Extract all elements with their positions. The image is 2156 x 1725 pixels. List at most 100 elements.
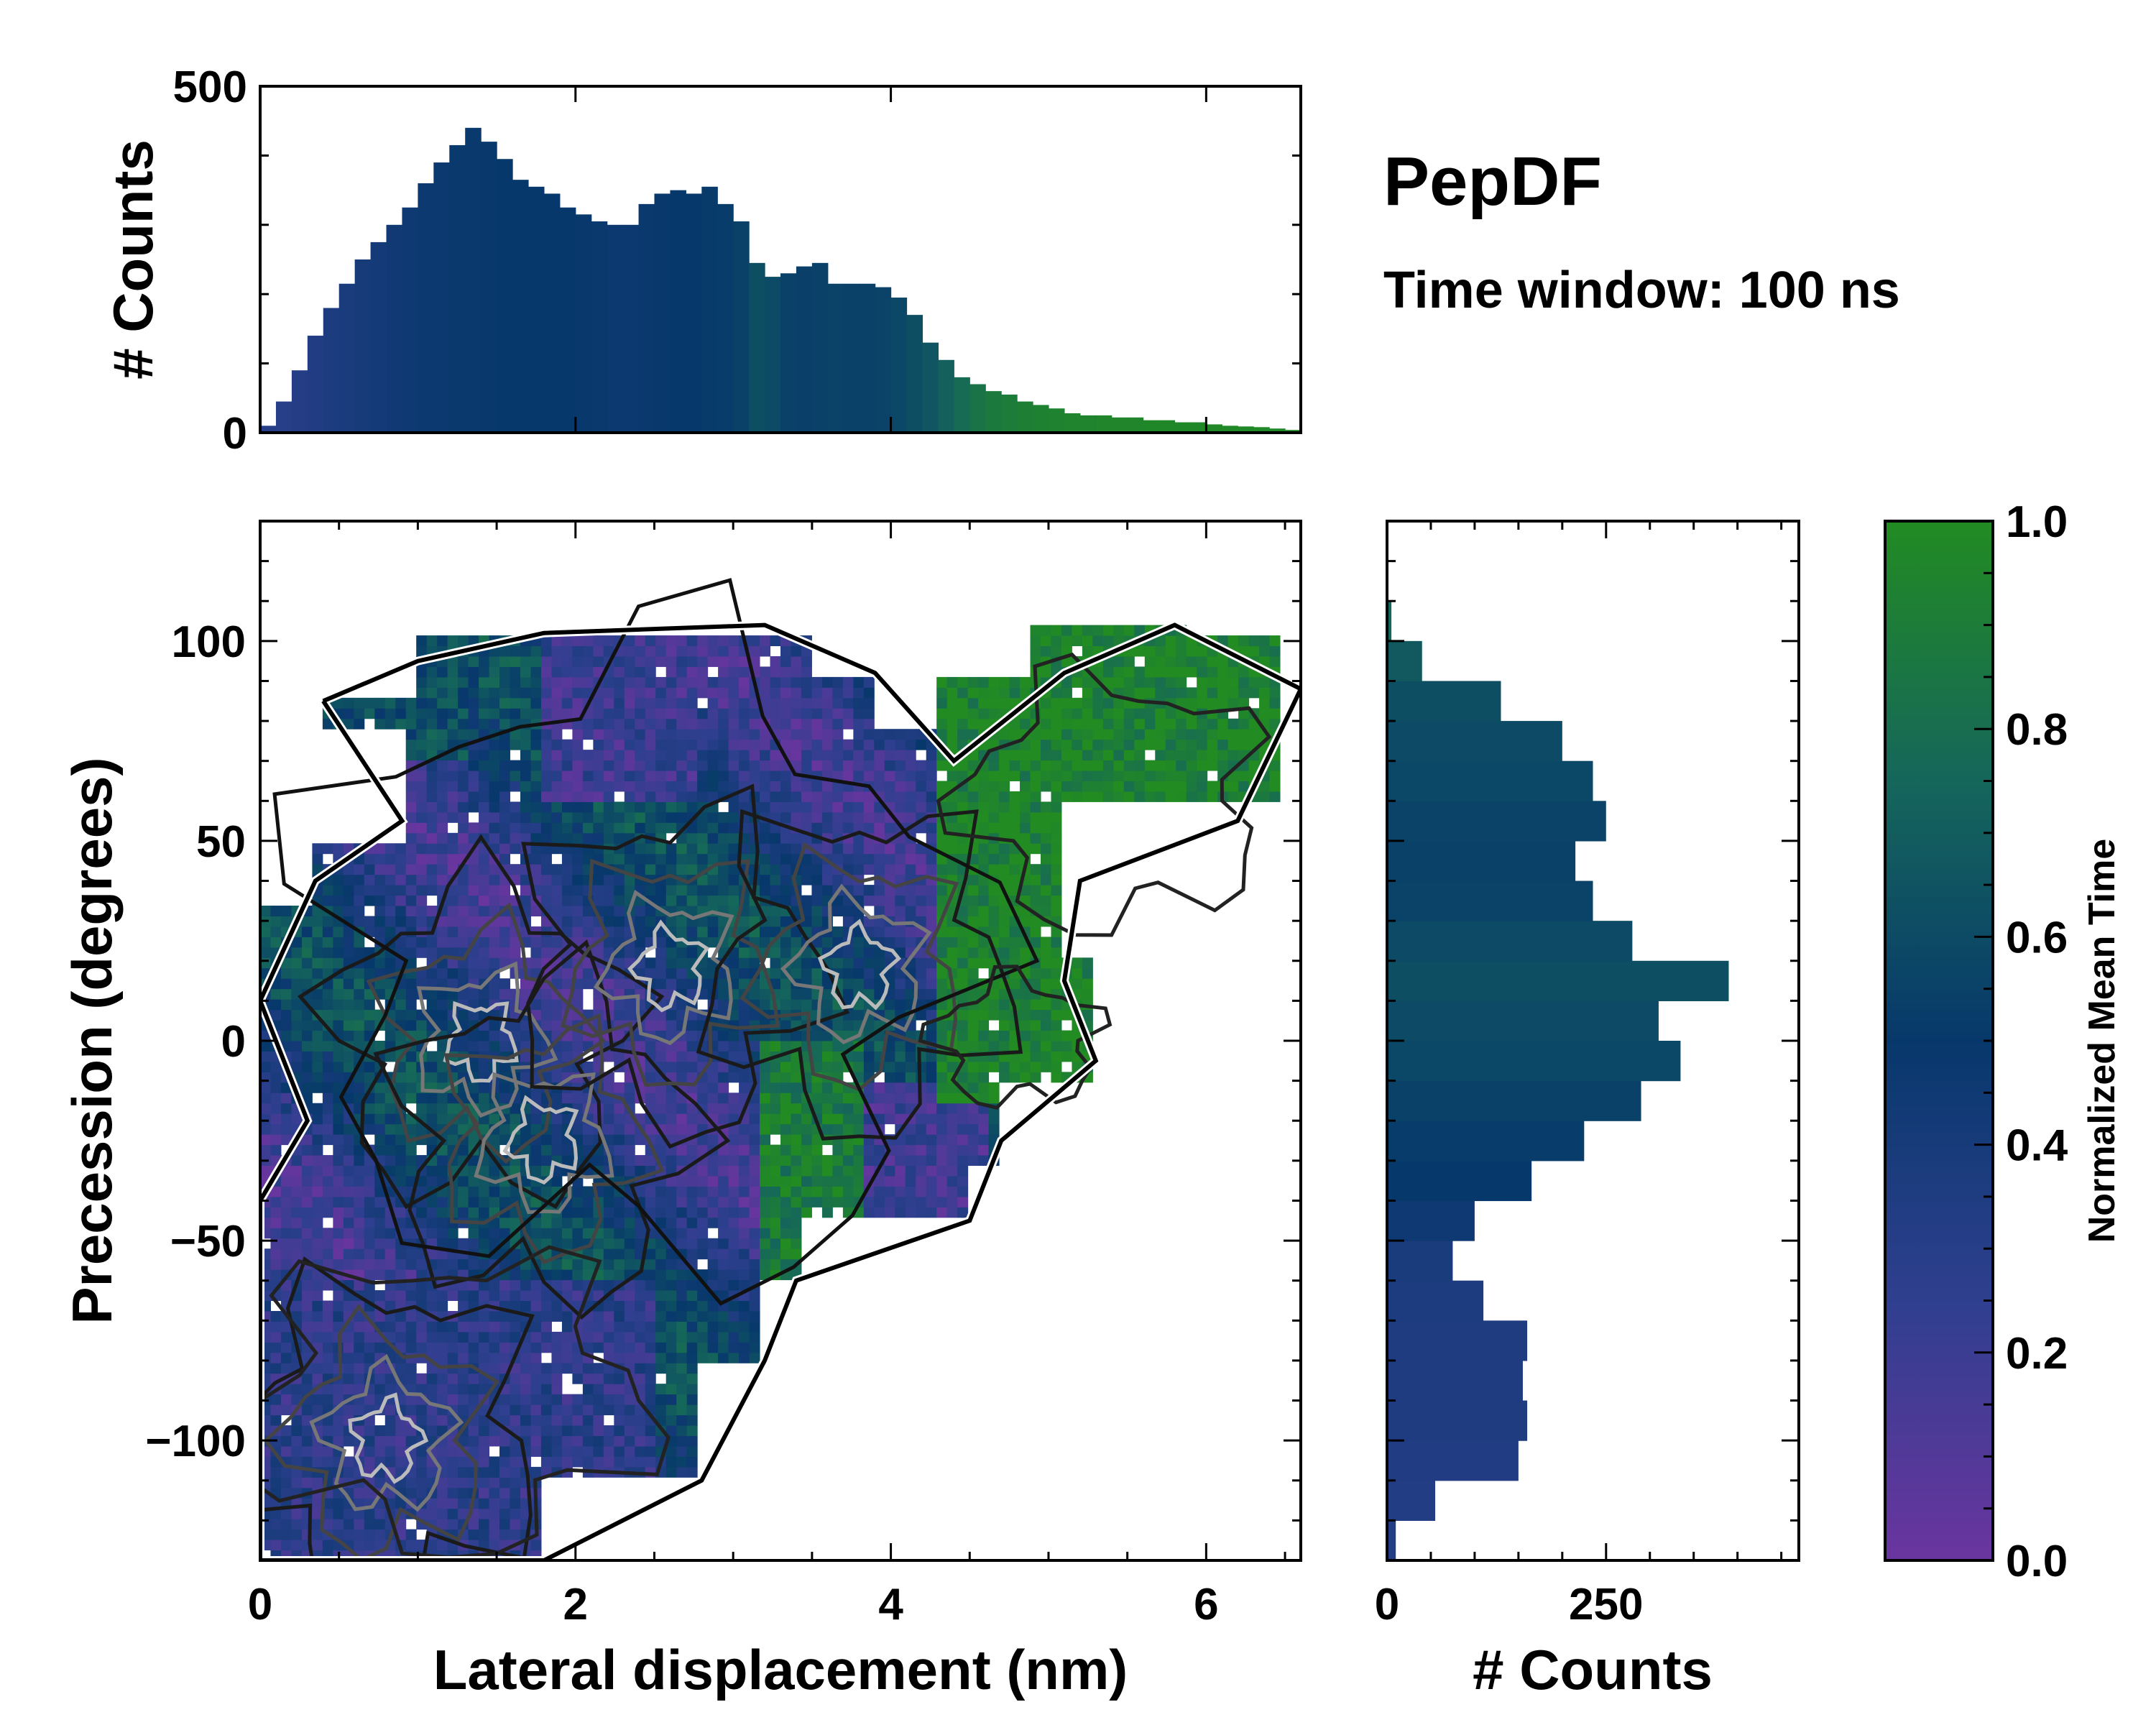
heatmap-cell bbox=[301, 1134, 313, 1146]
heatmap-cell bbox=[603, 1331, 614, 1343]
heatmap-cell bbox=[791, 937, 802, 948]
heatmap-cell bbox=[957, 770, 969, 781]
heatmap-cell bbox=[301, 1445, 313, 1457]
heatmap-cell bbox=[842, 988, 854, 1000]
heatmap-cell bbox=[447, 1384, 459, 1395]
heatmap-cell bbox=[479, 947, 490, 958]
heatmap-cell bbox=[801, 750, 812, 761]
heatmap-cell bbox=[426, 843, 438, 855]
heatmap-cell bbox=[603, 791, 614, 802]
heatmap-cell bbox=[322, 1331, 333, 1343]
heatmap-cell bbox=[437, 874, 448, 886]
heatmap-cell bbox=[749, 1238, 760, 1249]
heatmap-cell bbox=[884, 1061, 895, 1072]
heatmap-cell bbox=[770, 1103, 781, 1114]
heatmap-cell bbox=[520, 1290, 531, 1301]
heatmap-cell bbox=[582, 926, 594, 937]
heatmap-cell bbox=[520, 885, 531, 896]
heatmap-cell bbox=[322, 1352, 333, 1363]
heatmap-cell bbox=[593, 1456, 604, 1468]
heatmap-cell bbox=[561, 1279, 573, 1291]
heatmap-cell bbox=[853, 885, 865, 896]
heatmap-cell bbox=[614, 1259, 625, 1270]
heatmap-cell bbox=[821, 1041, 833, 1052]
heatmap-cell bbox=[801, 666, 812, 678]
heatmap-cell bbox=[479, 1030, 490, 1041]
heatmap-cell bbox=[718, 676, 729, 688]
heatmap-cell bbox=[978, 1144, 990, 1156]
heatmap-cell bbox=[832, 1165, 844, 1177]
heatmap-cell bbox=[499, 937, 511, 948]
heatmap-cell bbox=[926, 791, 937, 802]
heatmap-cell bbox=[728, 1248, 740, 1260]
heatmap-cell bbox=[707, 770, 719, 781]
heatmap-cell bbox=[572, 874, 584, 886]
heatmap-cell bbox=[291, 1445, 303, 1457]
heatmap-cell bbox=[374, 1529, 386, 1540]
heatmap-cell bbox=[416, 1020, 428, 1031]
heatmap-cell bbox=[635, 791, 646, 802]
heatmap-cell bbox=[479, 1445, 490, 1457]
heatmap-cell bbox=[655, 1300, 667, 1312]
heatmap-cell bbox=[312, 1529, 323, 1540]
heatmap-cell bbox=[364, 1331, 375, 1343]
heatmap-cell bbox=[686, 1321, 698, 1333]
heatmap-cell bbox=[489, 811, 500, 823]
heatmap-cell bbox=[447, 676, 459, 688]
top-histogram-bar bbox=[465, 127, 482, 433]
heatmap-cell bbox=[718, 988, 729, 1000]
heatmap-cell bbox=[676, 1051, 688, 1062]
heatmap-cell bbox=[957, 1207, 969, 1218]
heatmap-cell bbox=[395, 1290, 407, 1301]
heatmap-cell bbox=[770, 1217, 781, 1228]
heatmap-cell bbox=[405, 1384, 417, 1395]
heatmap-cell bbox=[333, 1425, 344, 1436]
heatmap-cell bbox=[468, 635, 479, 647]
heatmap-cell bbox=[312, 853, 323, 865]
heatmap-cell bbox=[686, 1207, 698, 1218]
heatmap-cell bbox=[426, 1321, 438, 1333]
heatmap-cell bbox=[614, 957, 625, 969]
heatmap-cell bbox=[301, 1373, 313, 1384]
heatmap-cell bbox=[916, 1165, 927, 1177]
heatmap-cell bbox=[926, 1030, 937, 1041]
heatmap-cell bbox=[322, 916, 333, 927]
heatmap-cell bbox=[312, 1175, 323, 1187]
heatmap-cell bbox=[728, 1196, 740, 1208]
heatmap-cell bbox=[343, 1228, 354, 1239]
heatmap-cell bbox=[426, 947, 438, 958]
heatmap-cell bbox=[655, 947, 667, 958]
heatmap-cell bbox=[479, 937, 490, 948]
heatmap-cell bbox=[416, 906, 428, 916]
heatmap-cell bbox=[728, 770, 740, 781]
heatmap-cell bbox=[811, 1092, 823, 1104]
heatmap-cell bbox=[635, 1414, 646, 1426]
top-histogram-bar bbox=[338, 283, 356, 433]
heatmap-cell bbox=[645, 656, 656, 667]
heatmap-cell bbox=[780, 801, 791, 813]
heatmap-cell bbox=[322, 1342, 333, 1353]
heatmap-cell bbox=[426, 1051, 438, 1062]
heatmap-cell bbox=[291, 1217, 303, 1228]
heatmap-cell bbox=[593, 1445, 604, 1457]
heatmap-cell bbox=[780, 1144, 791, 1156]
heatmap-cell bbox=[884, 885, 895, 896]
heatmap-cell bbox=[603, 1051, 614, 1062]
heatmap-cell bbox=[364, 1123, 375, 1135]
heatmap-cell bbox=[551, 1310, 563, 1322]
heatmap-cell bbox=[551, 1144, 563, 1156]
heatmap-cell bbox=[676, 947, 688, 958]
heatmap-cell bbox=[842, 957, 854, 969]
heatmap-cell bbox=[291, 1300, 303, 1312]
heatmap-cell bbox=[458, 1300, 469, 1312]
heatmap-cell bbox=[540, 811, 552, 823]
heatmap-cell bbox=[354, 708, 365, 719]
heatmap-cell bbox=[863, 1207, 875, 1218]
heatmap-cell bbox=[540, 770, 552, 781]
heatmap-cell bbox=[916, 1123, 927, 1135]
heatmap-cell bbox=[760, 1207, 771, 1218]
heatmap-cell bbox=[988, 885, 1000, 896]
heatmap-cell bbox=[322, 1238, 333, 1249]
heatmap-cell bbox=[821, 1051, 833, 1062]
heatmap-cell bbox=[395, 1207, 407, 1218]
